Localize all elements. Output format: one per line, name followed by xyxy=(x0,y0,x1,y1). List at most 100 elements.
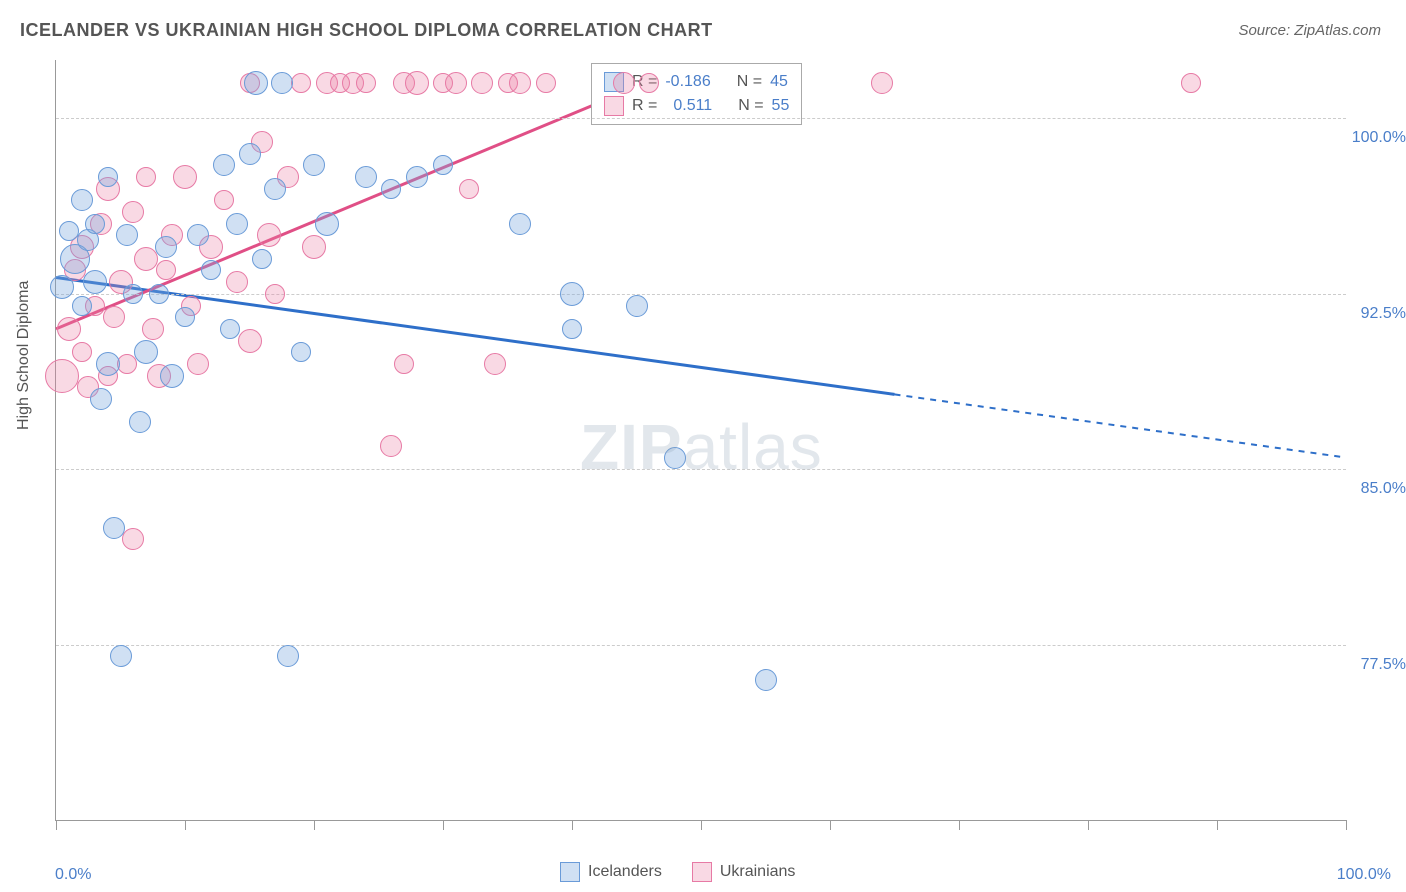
chart-title: ICELANDER VS UKRAINIAN HIGH SCHOOL DIPLO… xyxy=(20,20,713,41)
data-point-ukrainians xyxy=(871,72,893,94)
x-tick xyxy=(1346,820,1347,830)
data-point-icelanders xyxy=(110,645,132,667)
data-point-icelanders xyxy=(355,166,377,188)
data-point-ukrainians xyxy=(639,73,659,93)
data-point-icelanders xyxy=(755,669,777,691)
data-point-icelanders xyxy=(381,179,401,199)
data-point-icelanders xyxy=(626,295,648,317)
r-value-ukrainians: 0.511 xyxy=(665,97,712,115)
data-point-ukrainians xyxy=(257,223,281,247)
data-point-icelanders xyxy=(271,72,293,94)
data-point-ukrainians xyxy=(380,435,402,457)
data-point-ukrainians xyxy=(117,354,137,374)
gridline xyxy=(56,118,1346,119)
x-tick xyxy=(314,820,315,830)
gridline xyxy=(56,294,1346,295)
n-label: N = xyxy=(738,97,763,115)
data-point-ukrainians xyxy=(214,190,234,210)
data-point-ukrainians xyxy=(291,73,311,93)
data-point-ukrainians xyxy=(484,353,506,375)
gridline xyxy=(56,469,1346,470)
data-point-icelanders xyxy=(433,155,453,175)
data-point-ukrainians xyxy=(156,260,176,280)
data-point-ukrainians xyxy=(356,73,376,93)
data-point-ukrainians xyxy=(445,72,467,94)
y-axis-label: High School Diploma xyxy=(15,281,33,430)
legend-row-ukrainians: R = 0.511 N = 55 xyxy=(604,94,789,118)
data-point-ukrainians xyxy=(302,235,326,259)
data-point-icelanders xyxy=(187,224,209,246)
data-point-icelanders xyxy=(71,189,93,211)
y-tick-label: 92.5% xyxy=(1361,305,1406,323)
data-point-icelanders xyxy=(59,221,79,241)
legend-item-ukrainians: Ukrainians xyxy=(692,862,796,882)
data-point-icelanders xyxy=(72,296,92,316)
legend-label-icelanders: Icelanders xyxy=(588,863,662,881)
data-point-icelanders xyxy=(509,213,531,235)
data-point-ukrainians xyxy=(136,167,156,187)
data-point-icelanders xyxy=(277,645,299,667)
data-point-icelanders xyxy=(226,213,248,235)
data-point-icelanders xyxy=(98,167,118,187)
x-axis-max-label: 100.0% xyxy=(1337,866,1391,884)
data-point-icelanders xyxy=(85,214,105,234)
data-point-ukrainians xyxy=(613,72,635,94)
x-tick xyxy=(1088,820,1089,830)
x-tick xyxy=(443,820,444,830)
data-point-icelanders xyxy=(90,388,112,410)
y-tick-label: 77.5% xyxy=(1361,656,1406,674)
data-point-icelanders xyxy=(149,284,169,304)
data-point-icelanders xyxy=(134,340,158,364)
data-point-icelanders xyxy=(220,319,240,339)
data-point-icelanders xyxy=(160,364,184,388)
x-tick xyxy=(185,820,186,830)
x-tick xyxy=(56,820,57,830)
data-point-ukrainians xyxy=(509,72,531,94)
data-point-ukrainians xyxy=(265,284,285,304)
chart-source: Source: ZipAtlas.com xyxy=(1238,22,1381,39)
data-point-ukrainians xyxy=(103,306,125,328)
data-point-icelanders xyxy=(239,143,261,165)
x-tick xyxy=(830,820,831,830)
y-tick-label: 85.0% xyxy=(1361,480,1406,498)
data-point-icelanders xyxy=(96,352,120,376)
data-point-ukrainians xyxy=(122,528,144,550)
data-point-icelanders xyxy=(303,154,325,176)
data-point-ukrainians xyxy=(238,329,262,353)
data-point-icelanders xyxy=(406,166,428,188)
n-value-ukrainians: 55 xyxy=(772,97,790,115)
swatch-ukrainians-icon xyxy=(604,96,624,116)
data-point-icelanders xyxy=(103,517,125,539)
data-point-icelanders xyxy=(175,307,195,327)
data-point-icelanders xyxy=(155,236,177,258)
data-point-icelanders xyxy=(129,411,151,433)
data-point-ukrainians xyxy=(72,342,92,362)
chart-plot-area: R = -0.186 N = 45 R = 0.511 N = 55 100.0… xyxy=(55,60,1346,821)
data-point-icelanders xyxy=(664,447,686,469)
data-point-ukrainians xyxy=(1181,73,1201,93)
gridline xyxy=(56,645,1346,646)
x-axis-min-label: 0.0% xyxy=(55,866,91,884)
data-point-ukrainians xyxy=(394,354,414,374)
data-point-ukrainians xyxy=(536,73,556,93)
data-point-ukrainians xyxy=(45,359,79,393)
data-point-ukrainians xyxy=(471,72,493,94)
n-value-icelanders: 45 xyxy=(770,73,788,91)
data-point-ukrainians xyxy=(173,165,197,189)
r-label: R = xyxy=(632,97,657,115)
data-point-icelanders xyxy=(252,249,272,269)
data-point-icelanders xyxy=(116,224,138,246)
x-tick xyxy=(572,820,573,830)
data-point-ukrainians xyxy=(187,353,209,375)
data-point-ukrainians xyxy=(226,271,248,293)
data-point-icelanders xyxy=(213,154,235,176)
data-point-icelanders xyxy=(123,284,143,304)
data-point-icelanders xyxy=(560,282,584,306)
data-point-icelanders xyxy=(562,319,582,339)
data-point-icelanders xyxy=(315,212,339,236)
data-point-icelanders xyxy=(83,270,107,294)
data-point-ukrainians xyxy=(122,201,144,223)
legend-item-icelanders: Icelanders xyxy=(560,862,662,882)
swatch-ukrainians-icon xyxy=(692,862,712,882)
x-tick xyxy=(701,820,702,830)
